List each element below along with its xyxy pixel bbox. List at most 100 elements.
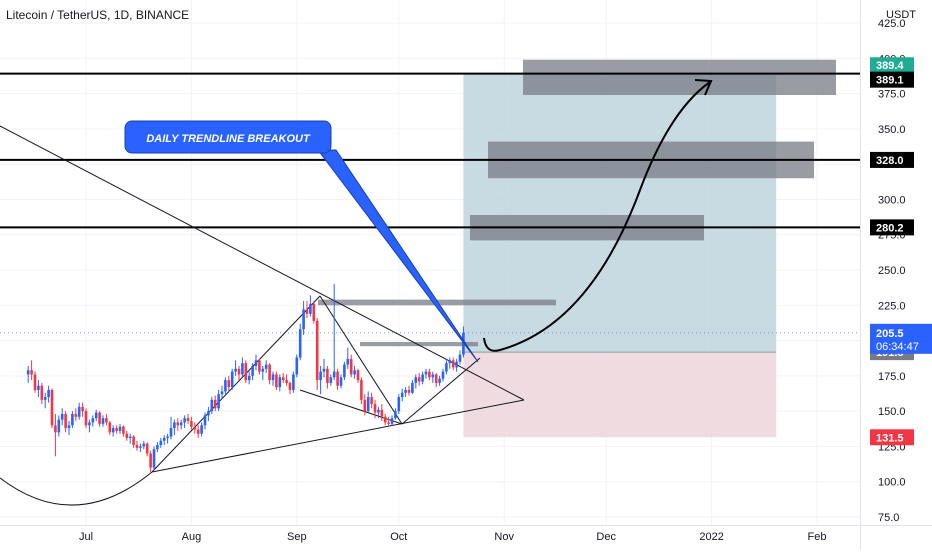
time-tick-label: Feb <box>808 531 827 543</box>
annotation-callout[interactable]: DAILY TRENDLINE BREAKOUT <box>124 120 479 363</box>
candle-body <box>438 378 441 383</box>
candle-body <box>302 309 305 330</box>
candle-body <box>434 374 438 383</box>
candle <box>251 363 254 381</box>
candle-body <box>122 426 125 434</box>
candle <box>424 368 428 379</box>
candle <box>91 415 95 427</box>
candle-body <box>421 374 424 382</box>
candle <box>366 391 370 413</box>
candle-body <box>128 436 132 438</box>
candle <box>370 392 373 409</box>
candle <box>71 411 74 429</box>
candle-body <box>125 433 129 438</box>
candle-body <box>43 397 47 400</box>
candle <box>213 395 217 412</box>
candle <box>64 411 67 433</box>
candle-body <box>387 422 390 424</box>
candle <box>417 373 421 386</box>
candle-body <box>268 364 271 381</box>
candle <box>404 387 407 398</box>
candle-body <box>298 329 302 358</box>
candle <box>145 442 149 457</box>
candle-body <box>166 436 169 438</box>
candle <box>434 373 438 388</box>
symbol-title[interactable]: Litecoin / TetherUS, 1D, BINANCE <box>6 8 190 22</box>
candle-body <box>115 428 118 431</box>
candle-body <box>71 413 74 426</box>
candle-body <box>186 418 190 422</box>
candle <box>77 402 81 420</box>
callout-box <box>124 120 332 154</box>
price-tag-bg <box>870 57 914 74</box>
price-tick-label: 150.0 <box>878 406 906 418</box>
candle-body <box>428 371 431 378</box>
price-tag: 280.2 <box>870 219 914 236</box>
candle-body <box>37 385 40 390</box>
candle-body <box>319 371 322 381</box>
candle-body <box>196 429 200 434</box>
trendlines <box>0 125 525 506</box>
candle <box>394 408 397 420</box>
candle-body <box>292 374 295 390</box>
candle <box>448 357 452 369</box>
candle-body <box>224 380 227 392</box>
candle-body <box>332 371 336 378</box>
candle-body <box>33 374 37 390</box>
candle-body <box>241 363 244 375</box>
candle-body <box>162 437 166 441</box>
candle-body <box>349 358 353 375</box>
candle-body <box>74 413 78 417</box>
breakout-line <box>401 357 481 425</box>
candle-body <box>88 422 91 426</box>
price-tick-label: 375.0 <box>878 89 906 101</box>
candle <box>166 433 169 444</box>
candle <box>176 418 180 431</box>
candle <box>322 358 326 378</box>
candle-body <box>455 361 458 368</box>
rounded-bottom-curve <box>0 471 153 506</box>
price-tick-label: 425.0 <box>878 18 906 30</box>
candle <box>264 360 268 374</box>
candle <box>47 385 50 403</box>
candle <box>271 371 275 386</box>
candle <box>247 371 251 385</box>
candle-body <box>390 418 394 424</box>
candle <box>397 394 401 414</box>
candle <box>451 357 455 371</box>
candle <box>438 375 441 386</box>
candle <box>458 350 462 365</box>
candle-body <box>315 320 319 381</box>
candle <box>336 368 339 390</box>
candle-body <box>244 363 248 381</box>
candle-body <box>203 415 207 426</box>
candle <box>363 394 367 416</box>
candle <box>346 347 350 369</box>
price-tag-label: 131.5 <box>876 432 904 444</box>
candle-body <box>220 391 224 395</box>
price-tag-label: 389.4 <box>876 60 904 72</box>
candle-body <box>383 416 387 423</box>
price-tick-label: 250.0 <box>878 265 906 277</box>
price-tag-bg <box>870 219 914 236</box>
candle <box>445 360 448 375</box>
candle <box>319 365 322 395</box>
candle <box>411 380 414 395</box>
candle-body <box>407 389 411 393</box>
price-tag: 389.1 <box>870 71 914 88</box>
candle-body <box>237 368 241 375</box>
candle-body <box>353 370 356 375</box>
candle <box>295 354 299 378</box>
candle <box>356 368 360 383</box>
candle <box>407 385 411 396</box>
candle <box>200 422 203 437</box>
candle-body <box>183 418 186 423</box>
price-tick-label: 350.0 <box>878 124 906 136</box>
candle <box>383 413 387 426</box>
time-tick-label: Jul <box>79 531 93 543</box>
candle <box>414 374 418 389</box>
price-tick-label: 300.0 <box>878 194 906 206</box>
candle <box>275 371 278 390</box>
current-price-countdown: 06:34:47 <box>876 341 919 353</box>
